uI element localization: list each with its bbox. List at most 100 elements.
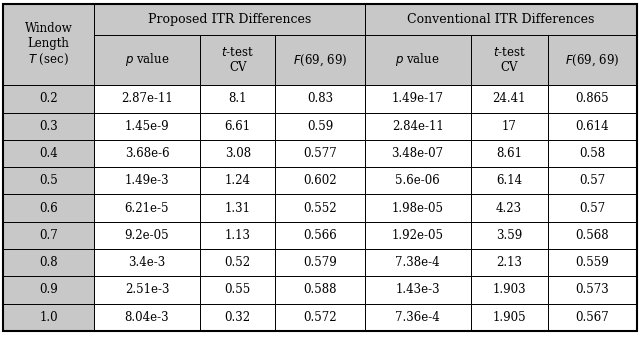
Text: 0.572: 0.572 <box>303 311 337 324</box>
Text: 0.9: 0.9 <box>39 283 58 296</box>
Bar <box>94 4 365 34</box>
Bar <box>275 113 365 140</box>
Bar <box>3 4 94 85</box>
Text: 2.84e-11: 2.84e-11 <box>392 120 444 133</box>
Bar <box>365 4 637 34</box>
Bar <box>365 303 470 331</box>
Bar <box>548 222 637 249</box>
Text: 0.865: 0.865 <box>575 93 609 106</box>
Bar <box>548 249 637 276</box>
Text: Conventional ITR Differences: Conventional ITR Differences <box>407 13 595 26</box>
Bar <box>548 140 637 167</box>
Bar <box>275 140 365 167</box>
Text: $F$(69, 69): $F$(69, 69) <box>292 52 348 68</box>
Text: 0.579: 0.579 <box>303 256 337 269</box>
Bar <box>94 140 200 167</box>
Text: 1.24: 1.24 <box>225 174 251 187</box>
Text: 0.57: 0.57 <box>579 174 605 187</box>
Bar <box>94 303 200 331</box>
Bar <box>94 194 200 222</box>
Bar <box>275 276 365 303</box>
Bar <box>365 85 470 113</box>
Bar <box>200 34 275 85</box>
Bar <box>365 222 470 249</box>
Bar <box>470 222 548 249</box>
Bar <box>275 303 365 331</box>
Text: 1.92e-05: 1.92e-05 <box>392 229 444 242</box>
Bar <box>3 113 94 140</box>
Bar <box>200 85 275 113</box>
Bar <box>3 4 94 34</box>
Text: 0.567: 0.567 <box>575 311 609 324</box>
Bar <box>548 34 637 85</box>
Bar <box>94 276 200 303</box>
Bar <box>94 113 200 140</box>
Bar <box>470 113 548 140</box>
Text: 9.2e-05: 9.2e-05 <box>125 229 170 242</box>
Bar <box>548 167 637 194</box>
Text: 17: 17 <box>502 120 516 133</box>
Text: 0.7: 0.7 <box>39 229 58 242</box>
Text: 0.52: 0.52 <box>225 256 251 269</box>
Text: 3.4e-3: 3.4e-3 <box>129 256 166 269</box>
Text: 1.49e-3: 1.49e-3 <box>125 174 170 187</box>
Text: 0.8: 0.8 <box>39 256 58 269</box>
Bar <box>3 303 94 331</box>
Bar <box>200 167 275 194</box>
Text: 1.98e-05: 1.98e-05 <box>392 202 444 215</box>
Bar <box>275 85 365 113</box>
Bar <box>275 194 365 222</box>
Bar <box>548 303 637 331</box>
Text: $p$ value: $p$ value <box>125 51 169 69</box>
Text: 0.57: 0.57 <box>579 202 605 215</box>
Text: 5.6e-06: 5.6e-06 <box>396 174 440 187</box>
Bar <box>470 194 548 222</box>
Bar <box>470 34 548 85</box>
Bar <box>3 194 94 222</box>
Text: 1.31: 1.31 <box>225 202 251 215</box>
Bar <box>3 140 94 167</box>
Bar <box>365 167 470 194</box>
Bar <box>200 276 275 303</box>
Bar <box>365 140 470 167</box>
Bar <box>200 113 275 140</box>
Text: 8.04e-3: 8.04e-3 <box>125 311 170 324</box>
Text: 7.38e-4: 7.38e-4 <box>396 256 440 269</box>
Bar <box>365 34 470 85</box>
Bar <box>275 222 365 249</box>
Bar <box>275 34 365 85</box>
Text: 0.4: 0.4 <box>39 147 58 160</box>
Bar <box>200 249 275 276</box>
Text: $t$-test
CV: $t$-test CV <box>493 46 525 74</box>
Text: 0.55: 0.55 <box>225 283 251 296</box>
Text: 0.3: 0.3 <box>39 120 58 133</box>
Bar <box>365 276 470 303</box>
Bar <box>3 85 94 113</box>
Text: 3.48e-07: 3.48e-07 <box>392 147 444 160</box>
Text: $p$ value: $p$ value <box>396 51 440 69</box>
Bar <box>548 85 637 113</box>
Text: 3.68e-6: 3.68e-6 <box>125 147 170 160</box>
Text: 0.32: 0.32 <box>225 311 251 324</box>
Text: 0.573: 0.573 <box>575 283 609 296</box>
Bar <box>3 167 94 194</box>
Bar <box>200 303 275 331</box>
Text: 0.614: 0.614 <box>575 120 609 133</box>
Text: 1.45e-9: 1.45e-9 <box>125 120 170 133</box>
Text: 0.552: 0.552 <box>303 202 337 215</box>
Bar <box>94 222 200 249</box>
Bar <box>3 276 94 303</box>
Bar <box>94 249 200 276</box>
Text: 1.903: 1.903 <box>492 283 526 296</box>
Bar <box>275 249 365 276</box>
Text: 2.13: 2.13 <box>496 256 522 269</box>
Text: 1.905: 1.905 <box>492 311 526 324</box>
Text: Window
Length
$T$ (sec): Window Length $T$ (sec) <box>25 22 72 67</box>
Text: 7.36e-4: 7.36e-4 <box>396 311 440 324</box>
Bar <box>200 222 275 249</box>
Text: 0.5: 0.5 <box>39 174 58 187</box>
Text: 8.1: 8.1 <box>228 93 247 106</box>
Bar <box>94 167 200 194</box>
Bar <box>275 167 365 194</box>
Text: 24.41: 24.41 <box>492 93 526 106</box>
